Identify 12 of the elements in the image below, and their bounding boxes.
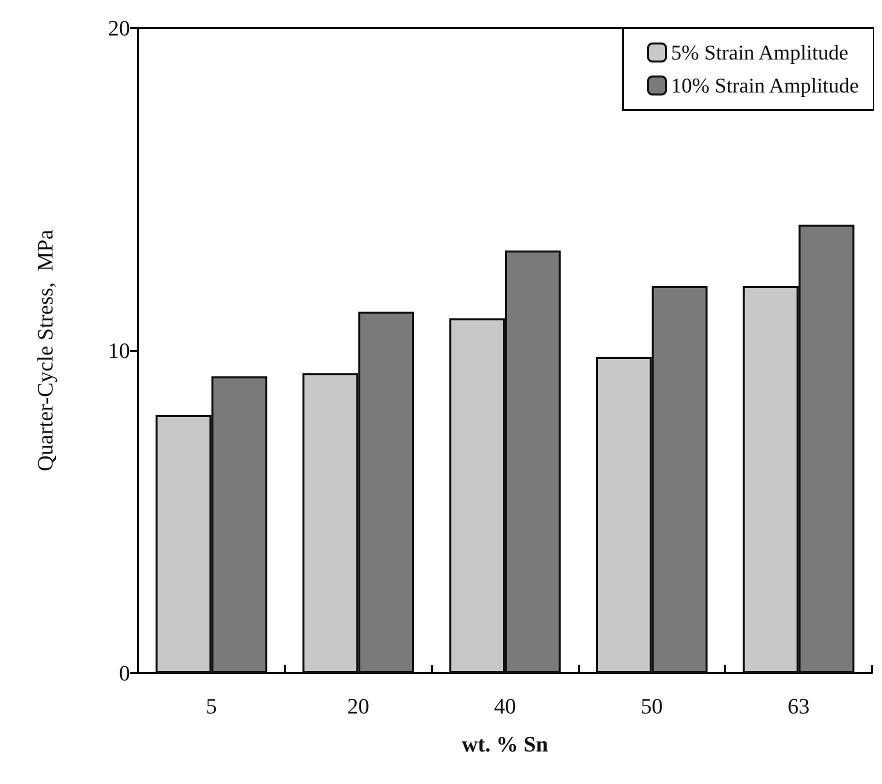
y-axis-title: Quarter-Cycle Stress, MPa — [32, 230, 58, 472]
y-tick-label: 10 — [108, 338, 130, 363]
x-axis-title: wt. % Sn — [462, 732, 548, 756]
x-tick-label: 50 — [640, 694, 663, 718]
x-tick-label: 63 — [788, 694, 810, 718]
y-tick-label: 0 — [119, 660, 130, 686]
legend-label: 5% Strain Amplitude — [671, 40, 848, 64]
x-tick-label: 20 — [347, 694, 370, 718]
y-tick-label: 20 — [108, 16, 130, 40]
legend-label: 10% Strain Amplitude — [671, 74, 859, 98]
x-tick-label: 5 — [206, 694, 217, 718]
x-tick-label: 40 — [494, 694, 516, 718]
